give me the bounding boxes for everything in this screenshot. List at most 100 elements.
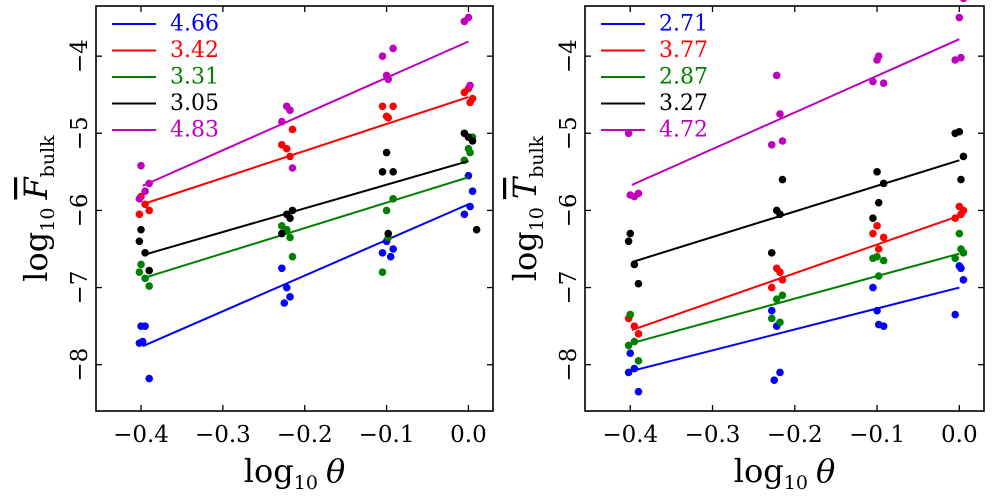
x-tick-label: −0.3 (685, 422, 741, 448)
data-point (468, 187, 477, 195)
data-point (869, 77, 877, 86)
data-point (135, 268, 144, 276)
y-tick-label: −4 (556, 39, 582, 73)
data-point (288, 164, 297, 172)
data-point (879, 233, 888, 242)
x-tick-label: −0.3 (195, 422, 251, 448)
data-point (772, 71, 781, 80)
y-tick-label: −5 (556, 116, 582, 150)
data-point (135, 195, 144, 203)
data-point (959, 152, 968, 161)
data-point (776, 268, 784, 276)
data-point (378, 52, 387, 60)
data-point (286, 293, 294, 301)
data-point (624, 368, 633, 377)
data-point (460, 88, 469, 97)
data-point (624, 129, 633, 138)
data-point (767, 249, 776, 257)
data-point (280, 299, 289, 307)
x-axis-label: log10 θ (734, 452, 835, 494)
series-4.72 (624, 0, 967, 201)
data-point (879, 79, 888, 87)
data-point (286, 106, 294, 114)
fit-line (142, 160, 469, 257)
data-point (466, 81, 474, 90)
legend-label: 2.71 (659, 12, 708, 37)
left-panel: −0.4 −0.3 −0.2 −0.1 0.0 −8 −7 −6 −5 −4 log10 θ log10… (17, 5, 494, 494)
data-point (384, 75, 393, 84)
data-point (382, 206, 391, 215)
series-3.05 (135, 129, 481, 275)
data-point (378, 249, 387, 257)
data-point (960, 0, 967, 3)
data-point (778, 175, 787, 184)
data-point (767, 141, 776, 149)
data-point (286, 214, 294, 222)
data-point (137, 225, 145, 234)
legend-label: 3.42 (170, 38, 219, 63)
data-point (767, 283, 776, 292)
data-point (879, 179, 888, 188)
data-point (389, 102, 397, 111)
data-point (869, 283, 877, 292)
data-point (957, 264, 965, 273)
data-point (955, 229, 964, 238)
y-tick-label: −8 (67, 348, 93, 382)
x-tick-label: −0.2 (277, 422, 333, 448)
fit-line (631, 252, 960, 345)
data-point (624, 237, 633, 246)
data-point (767, 314, 776, 323)
y-tick-label: −7 (67, 271, 93, 305)
data-point (778, 276, 787, 284)
legend: 4.663.423.313.054.83 (112, 12, 219, 143)
series-3.31 (135, 133, 477, 290)
plot-frame (584, 5, 985, 412)
legend-label: 4.72 (659, 118, 708, 143)
data-point (951, 56, 960, 64)
x-axis-label: log10 θ (244, 452, 345, 494)
data-point (778, 137, 787, 145)
data-point (141, 274, 149, 283)
fit-line (142, 40, 469, 187)
fit-line (631, 38, 960, 186)
data-point (389, 168, 397, 176)
data-point (141, 249, 149, 257)
data-point (776, 368, 784, 377)
data-point (135, 339, 144, 347)
data-point (874, 198, 883, 207)
data-point (286, 233, 294, 242)
x-tick-label: −0.2 (767, 422, 823, 448)
data-point (278, 229, 286, 238)
x-tick-label: −0.1 (359, 422, 415, 448)
legend-label: 4.66 (170, 12, 219, 37)
data-point (873, 222, 881, 230)
data-point (951, 129, 960, 138)
data-point (135, 237, 144, 246)
legend-label: 3.05 (170, 91, 219, 116)
legend: 2.713.772.873.274.72 (601, 12, 708, 143)
data-point (630, 364, 639, 373)
data-point (959, 276, 968, 284)
data-point (873, 306, 881, 315)
data-point (869, 214, 877, 222)
data-point (145, 206, 154, 215)
data-point (278, 222, 286, 230)
data-point (141, 187, 149, 195)
data-point (460, 17, 469, 26)
y-axis-label: log10Tbulk (506, 135, 548, 281)
data-point (874, 320, 883, 329)
legend-label: 2.87 (659, 65, 708, 90)
data-point (472, 225, 481, 234)
data-point (384, 229, 393, 238)
data-point (460, 210, 469, 219)
data-point (389, 44, 397, 53)
data-point (288, 125, 297, 134)
y-tick-label: −4 (67, 39, 93, 73)
data-point (466, 148, 474, 157)
data-point (630, 337, 639, 346)
legend-label: 3.31 (170, 65, 219, 90)
data-point (468, 137, 477, 145)
data-point (135, 210, 144, 219)
data-point (955, 13, 964, 22)
